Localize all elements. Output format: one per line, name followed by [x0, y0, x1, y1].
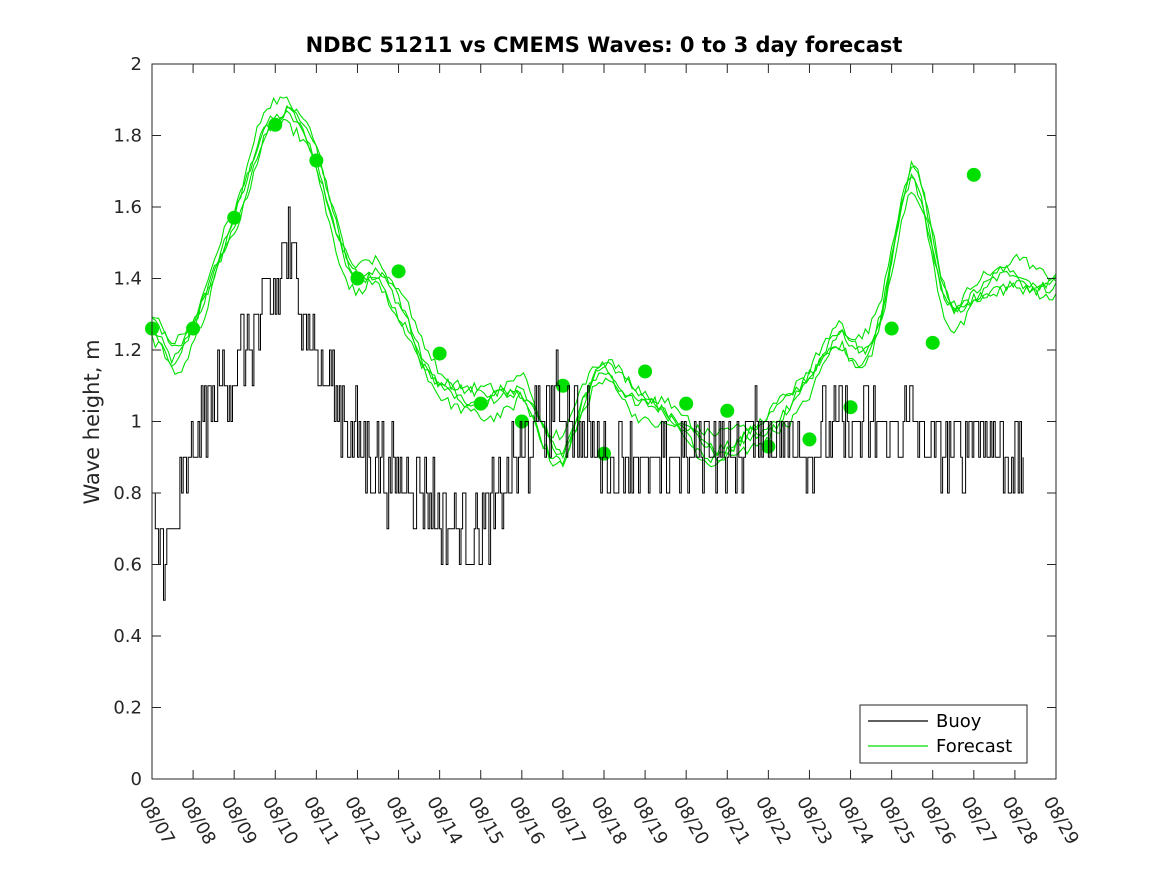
- y-tick-label: 0.4: [113, 626, 142, 647]
- y-tick-label: 1.6: [113, 197, 142, 218]
- x-tick-label: 08/08: [176, 793, 220, 848]
- x-tick-label: 08/07: [135, 793, 179, 848]
- forecast-marker: [884, 321, 899, 336]
- forecast-marker: [350, 271, 365, 286]
- forecast-marker: [473, 396, 488, 411]
- forecast-line-3: [151, 96, 1057, 441]
- forecast-marker: [720, 403, 735, 418]
- forecast-marker: [679, 396, 694, 411]
- x-tick-label: 08/21: [710, 793, 754, 848]
- x-tick-label: 08/28: [998, 793, 1042, 848]
- y-tick-label: 2: [131, 54, 142, 75]
- x-tick-label: 08/17: [546, 793, 590, 848]
- forecast-line-4: [151, 107, 1057, 468]
- x-tick-label: 08/13: [381, 793, 425, 848]
- y-tick-label: 0.2: [113, 698, 142, 719]
- series-layer: [145, 96, 1057, 601]
- y-tick-label: 0: [131, 769, 142, 790]
- forecast-marker: [309, 153, 324, 168]
- x-tick-label: 08/26: [915, 793, 959, 848]
- y-tick-label: 1.8: [113, 126, 142, 147]
- x-tick-label: 08/15: [463, 793, 507, 848]
- forecast-marker: [391, 264, 406, 279]
- forecast-marker: [268, 117, 283, 132]
- forecast-line-0: [151, 110, 1057, 456]
- legend-box: [859, 704, 1028, 764]
- legend-label-forecast: Forecast: [936, 736, 1012, 757]
- y-tick-label: 0.6: [113, 555, 142, 576]
- x-tick-label: 08/24: [833, 793, 877, 848]
- y-axis-label: Wave height, m: [80, 339, 104, 504]
- legend-label-buoy: Buoy: [936, 711, 982, 732]
- x-tick-label: 08/27: [956, 793, 1000, 848]
- x-tick-label: 08/25: [874, 793, 918, 848]
- x-tick-label: 08/09: [217, 793, 261, 848]
- forecast-marker: [966, 167, 981, 182]
- y-tick-label: 1.2: [113, 340, 142, 361]
- x-tick-label: 08/16: [504, 793, 548, 848]
- y-tick-label: 1.4: [113, 269, 142, 290]
- chart-title: NDBC 51211 vs CMEMS Waves: 0 to 3 day fo…: [306, 33, 903, 57]
- forecast-marker: [227, 210, 242, 225]
- x-tick-label: 08/10: [258, 793, 302, 848]
- x-tick-label: 08/22: [751, 793, 795, 848]
- forecast-marker: [802, 432, 817, 447]
- x-tick-label: 08/11: [299, 793, 343, 848]
- forecast-marker: [925, 335, 940, 350]
- forecast-line-2: [151, 118, 1057, 460]
- y-tick-label: 0.8: [113, 483, 142, 504]
- x-tick-label: 08/14: [422, 793, 466, 848]
- legend: Buoy Forecast: [859, 704, 1028, 764]
- x-tick-label: 08/29: [1039, 793, 1083, 848]
- x-tick-label: 08/12: [340, 793, 384, 848]
- buoy-line: [152, 206, 1024, 601]
- x-tick-label: 08/19: [628, 793, 672, 848]
- x-tick-label: 08/23: [792, 793, 836, 848]
- x-tick-label: 08/18: [587, 793, 631, 848]
- forecast-marker: [186, 321, 201, 336]
- x-tick-label: 08/20: [669, 793, 713, 848]
- forecast-marker: [432, 346, 447, 361]
- y-tick-label: 1: [131, 412, 142, 433]
- forecast-marker: [638, 364, 653, 379]
- forecast-line-1: [151, 105, 1057, 468]
